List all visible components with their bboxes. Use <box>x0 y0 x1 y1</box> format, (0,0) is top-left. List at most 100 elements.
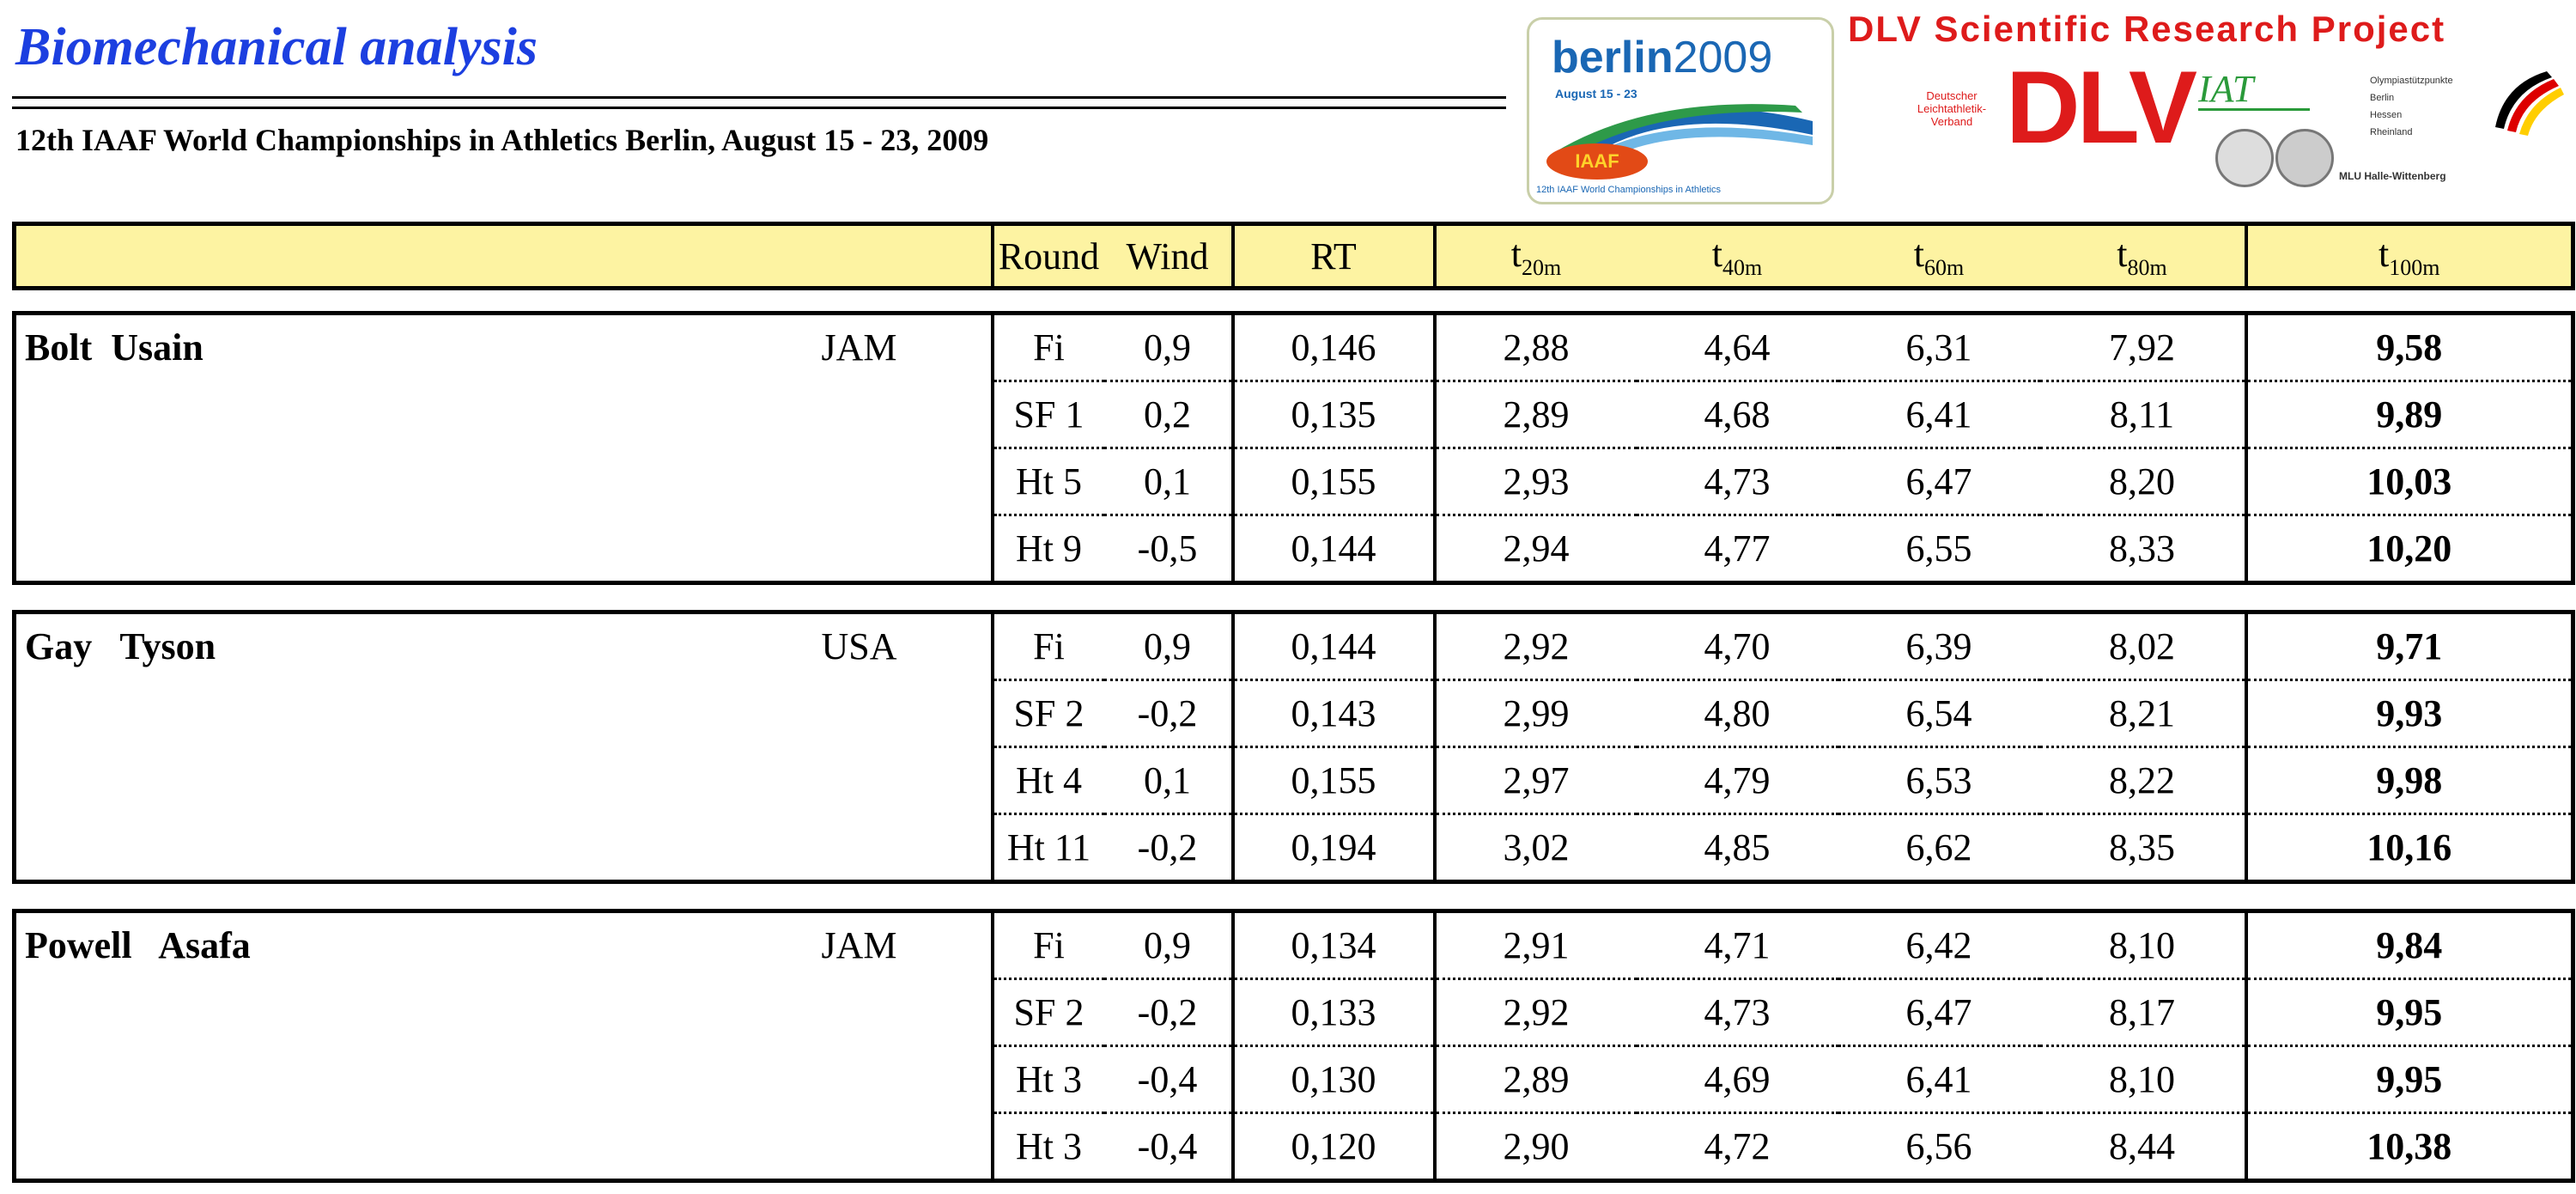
col-header-round: Round <box>990 223 1104 289</box>
cell-t80: 8,10 <box>2109 924 2175 966</box>
athlete-table: Powell Asafa JAM Fi 0,9 0,134 2,91 4,71 6,42 8,1… <box>12 909 2575 1183</box>
osp-line: Rheinland <box>2370 127 2413 137</box>
cell-t80: 8,20 <box>2039 447 2246 515</box>
table-row: Ht 5 0,1 0,155 2,93 4,73 6,47 8,20 10,03 <box>15 447 2573 515</box>
table-row: SF 1 0,2 0,135 2,89 4,68 6,41 8,11 9,89 <box>15 380 2573 448</box>
cell-wind: 0,9 <box>1144 924 1191 966</box>
cell-rt: 0,120 <box>1230 1112 1435 1181</box>
page-subtitle: 12th IAAF World Championships in Athleti… <box>15 123 989 157</box>
dlv-project-heading: DLV Scientific Research Project <box>1848 9 2446 49</box>
cell-wind: 0,9 <box>1144 625 1191 667</box>
cell-t40: 4,72 <box>1636 1112 1838 1181</box>
cell-t60: 6,53 <box>1838 746 2040 814</box>
cell-t20: 2,89 <box>1432 1045 1637 1113</box>
cell-rt: 0,155 <box>1230 447 1435 515</box>
col-header-wind: Wind <box>1103 223 1233 289</box>
cell-rt: 0,144 <box>1230 514 1435 583</box>
cell-t20: 2,99 <box>1432 679 1637 747</box>
cell-t100: 9,71 <box>2244 612 2573 680</box>
cell-t100: 9,98 <box>2244 746 2573 814</box>
cell-t100: 9,89 <box>2244 380 2573 448</box>
mlu-text: MLU Halle-Wittenberg <box>2339 170 2446 182</box>
athlete-nationality: JAM <box>821 326 897 369</box>
dlv-association-text: Deutscher Leichtathletik-Verband <box>1917 89 1987 128</box>
iat-logo-underline <box>2198 108 2310 111</box>
cell-t80: 8,17 <box>2039 978 2246 1046</box>
header-rule-bottom <box>12 107 1506 109</box>
cell-t100: 9,95 <box>2244 978 2573 1046</box>
cell-t20: 2,97 <box>1432 746 1637 814</box>
cell-t80: 8,22 <box>2039 746 2246 814</box>
col-header-t60: t60m <box>1838 223 2040 289</box>
cell-round: SF 2 <box>990 978 1104 1046</box>
cell-t20: 2,94 <box>1432 514 1637 583</box>
cell-t20: 2,89 <box>1432 380 1637 448</box>
cell-round: Ht 11 <box>990 813 1104 882</box>
col-header-t100: t100m <box>2244 223 2573 289</box>
iaaf-badge: IAAF <box>1546 143 1648 180</box>
cell-t80: 8,35 <box>2039 813 2246 882</box>
osp-list: Olympiastützpunkte Berlin Hessen Rheinla… <box>2370 72 2490 141</box>
cell-t100: 10,03 <box>2244 447 2573 515</box>
cell-t40: 4,71 <box>1704 924 1771 966</box>
table-row: Ht 4 0,1 0,155 2,97 4,79 6,53 8,22 9,98 <box>15 746 2573 814</box>
cell-round: Ht 5 <box>990 447 1104 515</box>
cell-t60: 6,31 <box>1905 326 1972 369</box>
cell-t20: 2,92 <box>1432 612 1637 680</box>
cell-t60: 6,55 <box>1838 514 2040 583</box>
cell-rt: 0,134 <box>1230 911 1435 979</box>
cell-t100: 9,95 <box>2244 1045 2573 1113</box>
header-rule-top <box>12 96 1506 99</box>
t-subscript: 100m <box>2389 254 2440 280</box>
cell-t80: 7,92 <box>2109 326 2175 369</box>
col-header-rt: RT <box>1230 223 1435 289</box>
cell-round: Fi <box>990 313 1104 381</box>
cell-t40: 4,85 <box>1636 813 1838 882</box>
university-seal-icon <box>2215 129 2274 187</box>
cell-wind: -0,2 <box>1103 679 1233 747</box>
cell-t20: 2,93 <box>1432 447 1637 515</box>
cell-t60: 6,39 <box>1905 625 1972 667</box>
cell-t60: 6,54 <box>1838 679 2040 747</box>
t-subscript: 40m <box>1722 254 1763 280</box>
cell-t20: 2,88 <box>1432 313 1637 381</box>
table-row: Ht 3 -0,4 0,120 2,90 4,72 6,56 8,44 10,38 <box>15 1112 2573 1181</box>
cell-t60: 6,47 <box>1838 447 2040 515</box>
cell-t40: 4,64 <box>1704 326 1771 369</box>
cell-t40: 4,69 <box>1636 1045 1838 1113</box>
table-row: Gay Tyson USA Fi 0,9 0,144 2,92 4,70 6,39 8,02 9,… <box>15 612 2573 680</box>
t-label: t <box>1510 232 1522 275</box>
t-subscript: 60m <box>1924 254 1965 280</box>
col-header-t40: t40m <box>1636 223 1838 289</box>
cell-wind: -0,2 <box>1103 813 1233 882</box>
cell-round: Fi <box>990 612 1104 680</box>
cell-t20: 2,91 <box>1432 911 1637 979</box>
berlin-logo-text: berlin2009 <box>1552 32 1772 83</box>
cell-t100: 10,16 <box>2244 813 2573 882</box>
cell-t60: 6,41 <box>1838 380 2040 448</box>
berlin-logo-dates: August 15 - 23 <box>1555 87 1637 101</box>
cell-t20: 2,90 <box>1432 1112 1637 1181</box>
cell-t80: 8,33 <box>2039 514 2246 583</box>
cell-t80: 8,44 <box>2039 1112 2246 1181</box>
athlete-name: Bolt Usain <box>25 326 204 369</box>
cell-t100: 9,84 <box>2244 911 2573 979</box>
cell-wind: 0,1 <box>1103 447 1233 515</box>
cell-t60: 6,47 <box>1838 978 2040 1046</box>
table-header: Round Wind RT t20m t40m t60m t80m t100m <box>12 222 2575 290</box>
cell-rt: 0,155 <box>1230 746 1435 814</box>
dlv-logo: DLV <box>2006 50 2197 165</box>
cell-round: Ht 4 <box>990 746 1104 814</box>
osp-line: Berlin <box>2370 93 2395 103</box>
cell-wind: 0,9 <box>1144 326 1191 369</box>
col-header-t20: t20m <box>1432 223 1637 289</box>
cell-t20: 2,92 <box>1432 978 1637 1046</box>
osp-line: Olympiastützpunkte <box>2370 76 2453 86</box>
header-empty-cell <box>14 223 993 289</box>
table-row: Ht 11 -0,2 0,194 3,02 4,85 6,62 8,35 10,16 <box>15 813 2573 882</box>
cell-t40: 4,73 <box>1636 447 1838 515</box>
table-row: SF 2 -0,2 0,133 2,92 4,73 6,47 8,17 9,95 <box>15 978 2573 1046</box>
cell-wind: -0,4 <box>1103 1112 1233 1181</box>
berlin-logo-name: berlin <box>1552 33 1674 82</box>
cell-t40: 4,68 <box>1636 380 1838 448</box>
